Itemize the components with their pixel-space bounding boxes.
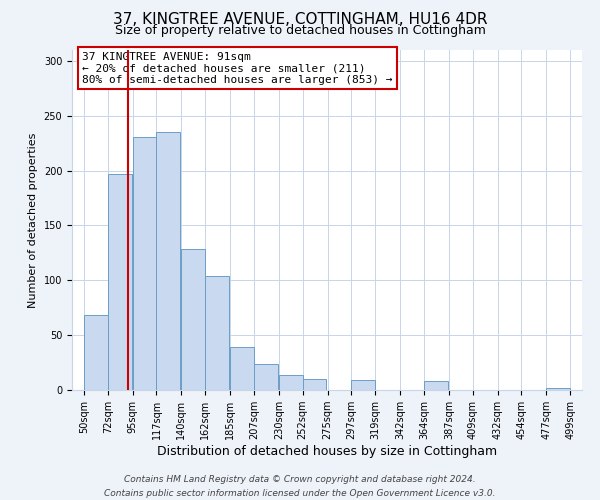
X-axis label: Distribution of detached houses by size in Cottingham: Distribution of detached houses by size …: [157, 445, 497, 458]
Y-axis label: Number of detached properties: Number of detached properties: [28, 132, 38, 308]
Bar: [230, 347, 254, 390]
Bar: [133, 136, 157, 390]
Bar: [254, 364, 278, 390]
Bar: [302, 379, 326, 390]
Bar: [546, 388, 570, 390]
Bar: [424, 381, 448, 390]
Text: Contains HM Land Registry data © Crown copyright and database right 2024.
Contai: Contains HM Land Registry data © Crown c…: [104, 476, 496, 498]
Text: 37, KINGTREE AVENUE, COTTINGHAM, HU16 4DR: 37, KINGTREE AVENUE, COTTINGHAM, HU16 4D…: [113, 12, 487, 28]
Bar: [84, 316, 108, 390]
Bar: [279, 374, 302, 390]
Bar: [205, 276, 229, 390]
Bar: [181, 248, 205, 390]
Bar: [157, 132, 180, 390]
Text: Size of property relative to detached houses in Cottingham: Size of property relative to detached ho…: [115, 24, 485, 37]
Text: 37 KINGTREE AVENUE: 91sqm
← 20% of detached houses are smaller (211)
80% of semi: 37 KINGTREE AVENUE: 91sqm ← 20% of detac…: [82, 52, 392, 85]
Bar: [352, 380, 375, 390]
Bar: [108, 174, 131, 390]
